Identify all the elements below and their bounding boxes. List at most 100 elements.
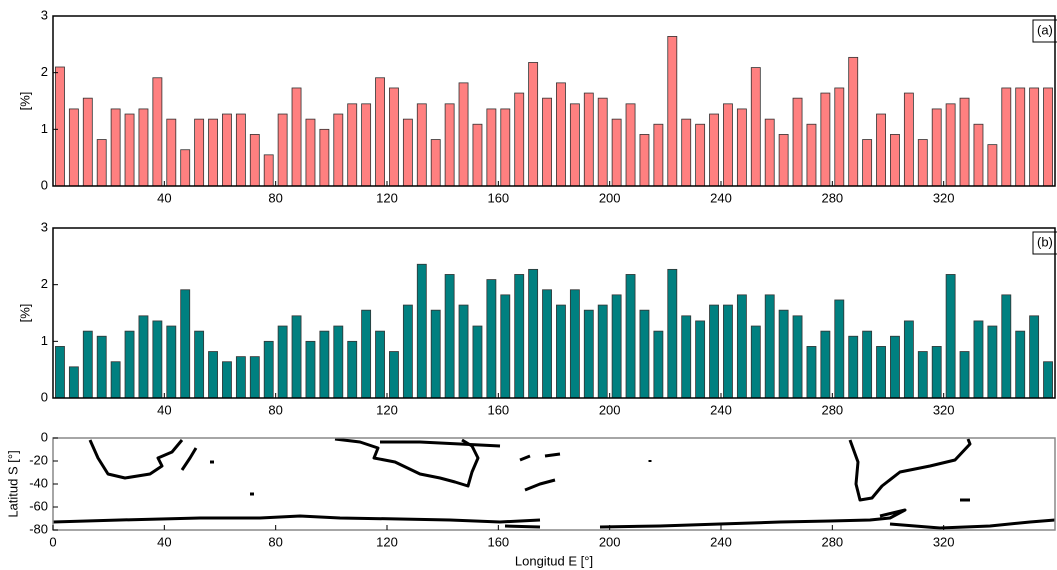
bar <box>235 113 246 187</box>
bar <box>444 103 455 187</box>
bar <box>1015 330 1026 399</box>
bar <box>319 128 330 187</box>
bar <box>820 330 831 399</box>
panel-label: (b) <box>1037 234 1053 249</box>
bar <box>681 315 692 399</box>
bar <box>333 113 344 187</box>
x-tick-label: 80 <box>268 534 282 549</box>
coastline <box>334 437 480 488</box>
coastline <box>504 508 907 529</box>
bar <box>583 92 594 187</box>
bar <box>959 97 970 187</box>
bar <box>402 118 413 187</box>
bar <box>778 309 789 399</box>
bar <box>959 351 970 399</box>
bar <box>876 113 886 187</box>
bar <box>834 87 845 187</box>
bar <box>903 92 914 187</box>
y-tick-label: 3 <box>41 7 48 22</box>
bar <box>208 351 218 399</box>
bar <box>667 36 678 187</box>
y-tick-label: 0 <box>41 429 48 444</box>
x-axis-label: Longitud E [°] <box>515 553 593 568</box>
bar <box>347 103 358 187</box>
y-tick-label: -20 <box>29 452 48 467</box>
bar <box>430 139 441 187</box>
y-tick-label: 0 <box>41 389 48 404</box>
coastline <box>380 440 501 448</box>
bar <box>208 118 218 187</box>
bar <box>625 103 636 187</box>
x-tick-label: 160 <box>487 534 509 549</box>
x-tick-label: 280 <box>821 534 843 549</box>
bar <box>987 144 998 187</box>
bar <box>333 325 344 399</box>
bar <box>695 320 706 399</box>
bar <box>152 77 163 187</box>
bar <box>68 366 79 399</box>
bar <box>750 67 761 187</box>
bar <box>402 304 413 399</box>
bar <box>263 340 274 399</box>
plot-frame <box>52 437 1056 531</box>
bar <box>736 108 747 187</box>
x-tick-label: 240 <box>710 534 732 549</box>
bar <box>82 97 93 187</box>
bar <box>152 320 163 399</box>
coastline <box>848 438 972 502</box>
y-tick-label: 3 <box>41 219 48 234</box>
bar <box>416 263 427 399</box>
bar <box>876 346 886 399</box>
panel-label-box <box>1032 231 1057 255</box>
bar <box>792 97 803 187</box>
y-tick-label: 2 <box>41 64 48 79</box>
bar <box>736 294 747 399</box>
bar <box>500 108 511 187</box>
bar <box>611 294 622 399</box>
x-tick-label: 160 <box>487 402 509 417</box>
bar <box>653 123 664 187</box>
bar <box>597 304 608 399</box>
x-tick-label: 120 <box>376 402 398 417</box>
bar <box>430 309 441 399</box>
plot-frame <box>52 227 1056 399</box>
bar <box>583 309 594 399</box>
bar <box>709 304 719 399</box>
bar <box>945 274 956 399</box>
x-tick-label: 120 <box>376 190 398 205</box>
bar <box>723 103 733 187</box>
coastline <box>889 518 1056 530</box>
bar <box>319 330 330 399</box>
bar <box>166 118 177 187</box>
bar <box>180 289 191 399</box>
plot-frame <box>52 15 1056 187</box>
bar <box>194 118 205 187</box>
bar <box>987 325 998 399</box>
bar <box>82 330 93 399</box>
y-tick-label: 2 <box>41 276 48 291</box>
x-tick-label: 200 <box>599 190 621 205</box>
bar <box>945 103 956 187</box>
bar <box>1043 361 1053 399</box>
bar <box>597 97 608 187</box>
bar <box>222 113 232 187</box>
bar <box>486 279 497 399</box>
coastline <box>519 452 561 462</box>
y-axis-label: [%] <box>17 304 32 323</box>
bar <box>556 304 566 399</box>
x-tick-label: 280 <box>821 402 843 417</box>
bar <box>625 274 636 399</box>
bar <box>542 289 552 399</box>
x-tick-label: 80 <box>268 190 282 205</box>
bar <box>917 351 928 399</box>
bar <box>291 315 302 399</box>
bar <box>249 356 260 399</box>
bar <box>375 77 385 187</box>
bar <box>611 118 622 187</box>
bar <box>653 330 664 399</box>
bar <box>1015 87 1026 187</box>
bar <box>361 309 372 399</box>
bar <box>542 97 552 187</box>
bar <box>890 134 900 187</box>
bar <box>917 139 928 187</box>
